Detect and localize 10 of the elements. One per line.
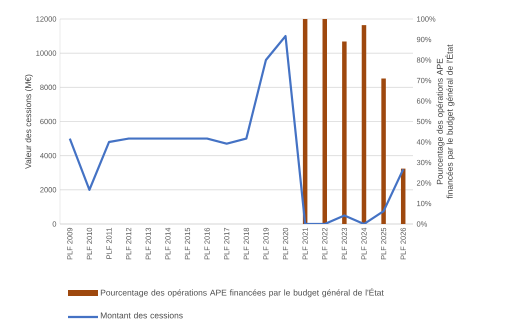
bar [322,18,328,224]
y2-axis-title: Pourcentage des opérations APE financées par le budget général de l'État [436,44,454,198]
bar [302,18,308,224]
bar [381,78,386,224]
legend-label: Pourcentage des opérations APE financées par le budget général de l'État [100,288,384,298]
y-axis-title: Valeur des cessions (M€) [24,74,33,169]
bar [362,25,366,224]
bar [400,168,406,224]
bar [342,42,347,224]
legend-label: Montant des cessions [100,312,183,318]
